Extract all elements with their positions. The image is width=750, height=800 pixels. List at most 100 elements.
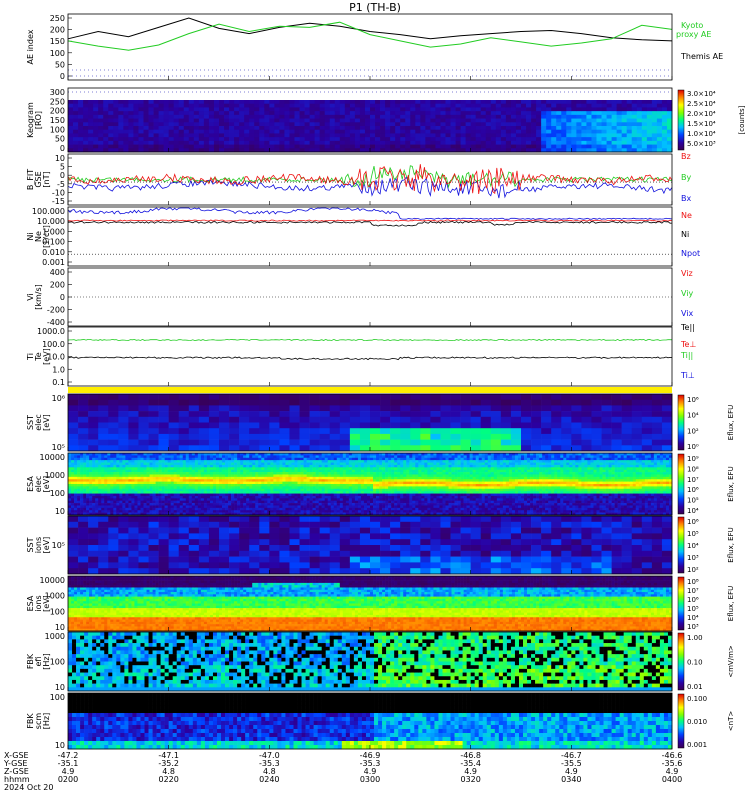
keogram-cell xyxy=(188,148,195,153)
esa_e-cell xyxy=(231,457,235,461)
sst_e-cell xyxy=(289,416,300,423)
esa_e-cell xyxy=(318,453,322,456)
keogram-cell xyxy=(566,107,572,112)
esa_e-cell xyxy=(83,484,87,487)
esa_e-cell xyxy=(116,505,120,509)
esa_e-cell xyxy=(327,469,332,473)
keogram-cell xyxy=(400,148,406,153)
esa_e-cell xyxy=(206,503,211,506)
keogram-cell xyxy=(405,103,411,108)
esa_e-cell xyxy=(225,453,229,456)
keogram-cell xyxy=(455,133,461,138)
esa_e-cell xyxy=(351,457,356,461)
esa_e-cell xyxy=(119,462,123,466)
esa_e-cell xyxy=(294,464,298,468)
sst_e-cell xyxy=(188,445,200,452)
esa_e-cell xyxy=(80,481,84,485)
esa_e-cell xyxy=(342,457,347,461)
esa_e-cell xyxy=(80,464,84,468)
keogram-cell xyxy=(420,107,426,112)
esa_e-cell xyxy=(152,464,156,468)
sst_e-cell xyxy=(440,428,451,435)
esa_e-cell xyxy=(140,467,144,470)
sst_e-cell xyxy=(219,394,230,400)
esa_e-cell xyxy=(209,467,214,470)
keogram-cell xyxy=(158,137,165,142)
keogram-cell xyxy=(133,148,139,153)
keogram-cell xyxy=(571,118,577,123)
esa_e-cell xyxy=(267,476,271,480)
esa_e-cell xyxy=(294,481,298,485)
esa_e-cell xyxy=(188,507,193,511)
sst_e-cell xyxy=(581,399,592,406)
esa_e-cell xyxy=(182,503,187,506)
keogram-cell xyxy=(445,126,451,131)
esa_e-cell xyxy=(197,472,202,475)
esa_e-cell xyxy=(360,500,365,504)
esa_e-cell xyxy=(155,476,159,480)
sst_e-cell xyxy=(450,428,461,435)
y-tick-label: 0.1 xyxy=(52,378,65,387)
esa_e-cell xyxy=(101,464,105,468)
esa_e-cell xyxy=(360,488,365,492)
esa_e-cell xyxy=(197,464,202,468)
esa_e-cell xyxy=(200,481,205,485)
sst_e-cell xyxy=(148,428,159,435)
keogram-cell xyxy=(485,118,492,123)
keogram-cell xyxy=(138,122,144,127)
keogram-cell xyxy=(163,122,170,127)
esa_e-cell xyxy=(246,507,250,511)
y-axis-label: [eV] xyxy=(42,476,51,493)
esa_e-cell xyxy=(83,500,87,504)
esa_e-cell xyxy=(170,464,174,468)
keogram-cell xyxy=(173,140,180,145)
esa_e-cell xyxy=(306,469,310,473)
esa_e-cell xyxy=(261,476,265,480)
keogram-cell xyxy=(103,148,109,153)
esa_e-cell xyxy=(327,510,332,513)
esa_e-cell xyxy=(300,491,304,494)
esa_e-cell xyxy=(270,500,274,504)
keogram-cell xyxy=(294,126,300,131)
esa_e-cell xyxy=(194,464,199,468)
esa_e-cell xyxy=(206,457,211,461)
sst_e-cell xyxy=(138,399,149,406)
keogram-cell xyxy=(566,100,572,105)
keogram-cell xyxy=(339,137,346,142)
sst_e-cell xyxy=(329,422,341,429)
esa_e-cell xyxy=(68,464,72,468)
sst_e-cell xyxy=(621,428,633,435)
esa_e-cell xyxy=(279,503,283,506)
esa_e-cell xyxy=(197,467,202,470)
keogram-cell xyxy=(153,137,159,142)
keogram-cell xyxy=(163,118,170,123)
keogram-cell xyxy=(556,107,562,112)
esa_e-cell xyxy=(209,464,214,468)
esa_e-cell xyxy=(312,479,316,482)
keogram-cell xyxy=(611,111,618,116)
esa_e-cell xyxy=(80,479,84,482)
esa_e-cell xyxy=(191,488,196,492)
sst_e-cell xyxy=(309,439,320,446)
esa_e-cell xyxy=(255,512,259,516)
keogram-cell xyxy=(556,144,562,149)
esa_e-cell xyxy=(197,479,202,482)
keogram-cell xyxy=(138,111,144,116)
esa_e-cell xyxy=(83,474,87,478)
esa_e-cell xyxy=(200,505,205,509)
keogram-cell xyxy=(133,137,139,142)
keogram-cell xyxy=(375,122,381,127)
esa_e-cell xyxy=(348,469,353,473)
keogram-cell xyxy=(123,129,129,134)
sst_e-cell xyxy=(88,445,99,452)
esa_e-cell xyxy=(357,495,362,499)
esa_e-cell xyxy=(101,512,105,516)
keogram-cell xyxy=(375,129,381,134)
sst_e-cell xyxy=(188,399,200,406)
esa_e-cell xyxy=(113,486,117,490)
esa_e-cell xyxy=(291,453,295,456)
esa_e-cell xyxy=(333,472,338,475)
esa_e-cell xyxy=(107,460,111,463)
keogram-cell xyxy=(656,118,663,123)
